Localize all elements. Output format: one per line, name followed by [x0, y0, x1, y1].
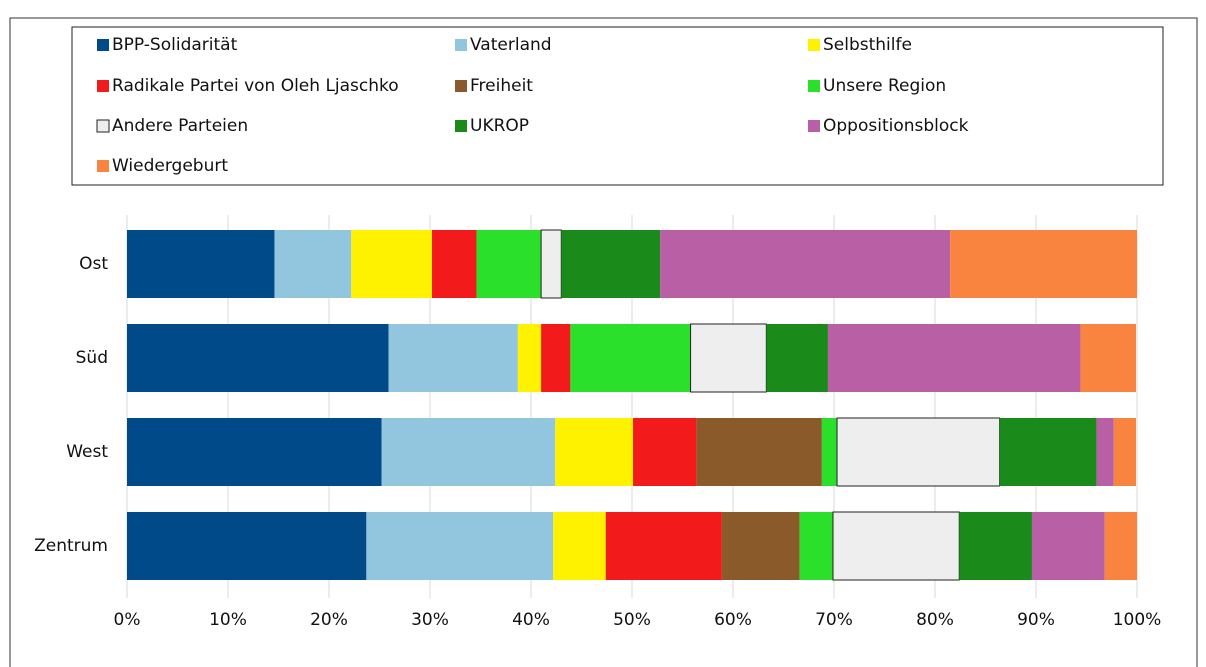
bar-segment [1031, 512, 1105, 580]
bar-segment [660, 230, 951, 298]
bar-segment [1113, 418, 1136, 486]
bar-segment [127, 418, 382, 486]
bar-segment [561, 230, 661, 298]
bar-segment [1096, 418, 1114, 486]
y-tick-label: Ost [79, 254, 108, 274]
y-tick-label: West [66, 442, 108, 462]
bar-segment [274, 230, 352, 298]
bar-segment [832, 511, 960, 581]
bar-segment [127, 324, 389, 392]
bar-segment [381, 418, 556, 486]
bar-segment [432, 230, 477, 298]
legend-swatch [808, 39, 820, 51]
legend-swatch [455, 80, 467, 92]
legend-label: Oppositionsblock [823, 116, 969, 136]
x-tick-label: 30% [411, 610, 449, 630]
bar-segment [517, 324, 542, 392]
legend-label: Freiheit [470, 76, 533, 96]
bar-segment [127, 512, 367, 580]
bar-segment [570, 324, 691, 392]
bar-segment [388, 324, 518, 392]
legend-swatch [808, 120, 820, 132]
x-tick-label: 40% [512, 610, 550, 630]
x-tick-label: 0% [114, 610, 141, 630]
bar-segment [827, 324, 1081, 392]
bar-segment [721, 512, 800, 580]
bar-segment [540, 229, 562, 299]
legend-swatch [96, 119, 110, 133]
bar-segment [476, 230, 542, 298]
bar-segment [553, 512, 606, 580]
legend-label: Vaterland [470, 35, 552, 55]
x-tick-label: 100% [1113, 610, 1162, 630]
x-tick-label: 90% [1017, 610, 1055, 630]
legend-label: Wiedergeburt [112, 156, 228, 176]
bar-segment [999, 418, 1097, 486]
x-tick-label: 60% [714, 610, 752, 630]
y-tick-label: Zentrum [34, 536, 108, 556]
bar-segment [950, 230, 1137, 298]
x-tick-label: 50% [613, 610, 651, 630]
legend-label: BPP-Solidarität [112, 35, 238, 55]
bar-segment [351, 230, 433, 298]
legend-swatch [455, 120, 467, 132]
bar-segment [836, 417, 1001, 487]
bar-segment [766, 324, 828, 392]
bar-segment [959, 512, 1032, 580]
bar-segment [633, 418, 697, 486]
legend-swatch [455, 39, 467, 51]
legend-label: Andere Parteien [112, 116, 248, 136]
x-tick-label: 70% [815, 610, 853, 630]
bar-segment [821, 418, 838, 486]
bar-segment [541, 324, 571, 392]
bar-segment [1104, 512, 1137, 580]
bar-segment [690, 323, 767, 393]
legend-swatch [97, 80, 109, 92]
bar-segment [799, 512, 833, 580]
legend-swatch [97, 39, 109, 51]
bar-segment [696, 418, 822, 486]
legend-label: Radikale Partei von Oleh Ljaschko [112, 76, 399, 96]
legend-label: Selbsthilfe [823, 35, 912, 55]
x-tick-label: 80% [916, 610, 954, 630]
x-tick-label: 20% [310, 610, 348, 630]
legend-label: UKROP [470, 116, 529, 136]
bar-segment [605, 512, 722, 580]
x-tick-label: 10% [209, 610, 247, 630]
bar-segment [555, 418, 634, 486]
legend-swatch [97, 160, 109, 172]
bar-segment [127, 230, 275, 298]
legend-label: Unsere Region [823, 76, 946, 96]
legend-box [71, 26, 1164, 186]
bar-segment [1080, 324, 1136, 392]
legend-swatch [808, 80, 820, 92]
y-tick-label: Süd [76, 348, 108, 368]
bar-segment [366, 512, 554, 580]
